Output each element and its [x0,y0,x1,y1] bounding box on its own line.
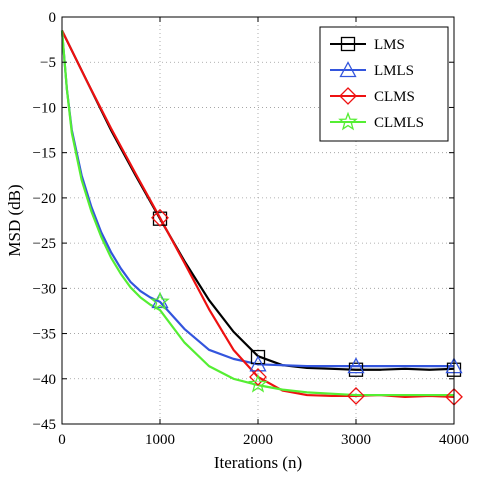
legend-item-lmls: LMLS [330,61,414,79]
y-tick-label: −20 [33,191,56,207]
y-tick-label: −40 [33,372,56,388]
series-line-clmls [60,30,454,397]
legend-swatch-marker [338,111,358,131]
y-tick-labels: 0 −5 −10 −15 −20 −25 −30 −35 −40 −45 [33,10,56,433]
x-tick-label: 3000 [341,432,371,448]
legend-item-lms: LMS [330,36,405,53]
y-tick-label: −10 [33,100,56,116]
legend-item-clms: CLMS [330,87,415,105]
y-tick-label: −5 [40,55,56,71]
legend-items: LMS LMLS CLMS CLMLS [330,36,424,131]
y-tick-label: −30 [33,281,56,297]
x-tick-label: 1000 [145,432,175,448]
series-markers [150,208,463,406]
series-marker-clmls [248,373,268,393]
series-marker-lmls [347,357,365,374]
y-tick-label: −35 [33,327,56,343]
y-tick-label: −45 [33,417,56,433]
legend-swatch-marker [339,87,357,105]
x-tick-label: 0 [58,432,66,448]
legend-label: LMS [374,37,405,53]
y-tick-label: 0 [49,10,57,26]
y-tick-label: −15 [33,146,56,162]
legend-item-clmls: CLMLS [330,111,424,131]
series-marker-clms [151,208,169,227]
x-axis-title: Iterations (n) [214,453,302,472]
series-marker-lmls [249,355,267,372]
legend-swatch-marker [339,61,357,78]
legend-label: CLMS [374,89,415,105]
legend-label: LMLS [374,63,414,79]
series-marker-lmls [151,292,169,309]
x-tick-label: 4000 [439,432,469,448]
y-axis-title: MSD (dB) [5,184,24,256]
legend-swatch-marker [340,36,356,52]
x-tick-label: 2000 [243,432,273,448]
axis-ticks [61,16,455,425]
series-marker-lms [250,349,266,365]
legend: LMS LMLS CLMS CLMLS [319,26,449,142]
series-marker-clms [249,368,267,386]
legend-label: CLMLS [374,115,424,131]
x-tick-labels: 0 1000 2000 3000 4000 [58,432,469,448]
series-marker-clmls [150,291,170,311]
y-tick-label: −25 [33,236,56,252]
series-line-lmls [60,30,454,368]
grid-lines [62,17,454,424]
series-marker-clms [347,387,365,405]
